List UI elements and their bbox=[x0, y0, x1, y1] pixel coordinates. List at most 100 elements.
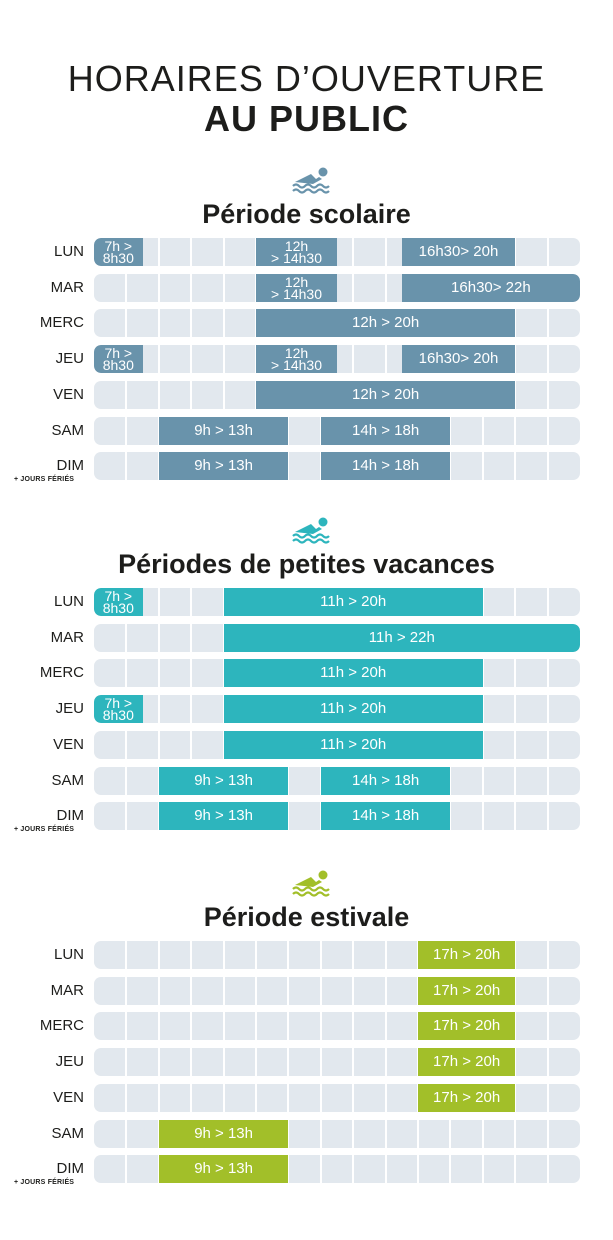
time-slot: 12h > 14h30 bbox=[256, 273, 337, 302]
schedule-row: VEN 11h > 20h bbox=[0, 730, 613, 759]
grid-divider bbox=[546, 802, 549, 831]
grid-divider bbox=[222, 1012, 225, 1041]
grid-divider bbox=[546, 1083, 549, 1112]
grid-divider bbox=[157, 238, 160, 266]
grid-divider bbox=[384, 1048, 387, 1077]
grid-divider bbox=[190, 941, 193, 969]
grid-divider bbox=[546, 309, 549, 338]
time-slot: 9h > 13h bbox=[158, 416, 289, 445]
grid-divider bbox=[546, 452, 549, 481]
grid-divider bbox=[319, 1119, 322, 1148]
grid-divider bbox=[384, 941, 387, 969]
time-slot: 12h > 20h bbox=[256, 380, 516, 409]
grid-divider bbox=[514, 730, 517, 759]
time-slot: 11h > 22h bbox=[223, 623, 580, 652]
grid-divider bbox=[546, 1012, 549, 1041]
hours-track: 9h > 13h 14h > 18h bbox=[94, 452, 580, 481]
grid-divider bbox=[319, 976, 322, 1005]
time-slot: 12h > 14h30 bbox=[256, 238, 337, 266]
grid-divider bbox=[222, 1048, 225, 1077]
swimmer-icon bbox=[289, 868, 335, 898]
grid-divider bbox=[514, 1012, 517, 1041]
grid-divider bbox=[514, 1119, 517, 1148]
grid-divider bbox=[255, 941, 257, 969]
grid-divider bbox=[190, 309, 193, 338]
time-slot: 11h > 20h bbox=[223, 659, 483, 688]
grid-divider bbox=[514, 416, 517, 445]
grid-divider bbox=[190, 1012, 193, 1041]
day-label: VEN bbox=[53, 735, 84, 753]
hours-track: 17h > 20h bbox=[94, 1048, 580, 1077]
grid-divider bbox=[190, 730, 193, 759]
grid-divider bbox=[514, 941, 517, 969]
grid-divider bbox=[287, 1119, 290, 1148]
grid-divider bbox=[449, 1119, 452, 1148]
grid-divider bbox=[546, 659, 549, 688]
grid-divider bbox=[287, 976, 290, 1005]
hours-track: 17h > 20h bbox=[94, 941, 580, 969]
grid-divider bbox=[514, 802, 517, 831]
section-heading: Périodes de petites vacances bbox=[0, 549, 613, 580]
schedule-row: JEU 7h > 8h30 12h > 14h30 16h30> 20h bbox=[0, 345, 613, 374]
hours-track: 7h > 8h30 12h > 14h30 16h30> 20h bbox=[94, 238, 580, 266]
holiday-note: + JOURS FÉRIÉS bbox=[14, 826, 75, 834]
time-slot: 12h > 14h30 bbox=[256, 345, 337, 374]
grid-divider bbox=[481, 452, 484, 481]
grid-divider bbox=[352, 345, 355, 374]
time-slot: 14h > 18h bbox=[320, 766, 451, 795]
grid-divider bbox=[514, 345, 517, 374]
swimmer-icon bbox=[289, 515, 335, 545]
day-label: DIM bbox=[56, 1160, 85, 1178]
section-heading: Période scolaire bbox=[0, 199, 613, 230]
grid-divider bbox=[157, 380, 160, 409]
page-title: HORAIRES D’OUVERTURE bbox=[67, 58, 546, 99]
grid-divider bbox=[287, 1155, 290, 1184]
grid-divider bbox=[319, 941, 322, 969]
grid-divider bbox=[481, 416, 484, 445]
schedule-row: SAM 9h > 13h 14h > 18h bbox=[0, 416, 613, 445]
time-slot: 16h30> 22h bbox=[401, 273, 580, 302]
grid-divider bbox=[157, 695, 160, 724]
grid-divider bbox=[190, 345, 193, 374]
grid-divider bbox=[481, 1155, 484, 1184]
time-slot: 7h > 8h30 bbox=[94, 345, 143, 374]
grid-divider bbox=[352, 1012, 355, 1041]
grid-divider bbox=[514, 976, 517, 1005]
time-slot: 9h > 13h bbox=[158, 1119, 289, 1148]
grid-divider bbox=[352, 976, 355, 1005]
grid-divider bbox=[222, 309, 225, 338]
grid-divider bbox=[190, 976, 193, 1005]
grid-divider bbox=[481, 766, 484, 795]
time-slot: 11h > 20h bbox=[223, 588, 483, 616]
grid-divider bbox=[287, 452, 290, 481]
grid-divider bbox=[125, 452, 128, 481]
section-heading-normal: Période bbox=[202, 199, 309, 229]
schedule-row: MAR 12h > 14h30 16h30> 22h bbox=[0, 273, 613, 302]
grid-divider bbox=[384, 1119, 387, 1148]
section-heading: Période estivale bbox=[0, 902, 613, 933]
grid-divider bbox=[255, 1083, 257, 1112]
time-slot: 9h > 13h bbox=[158, 766, 289, 795]
grid-divider bbox=[125, 1048, 128, 1077]
day-label: VEN bbox=[53, 1088, 84, 1106]
grid-divider bbox=[125, 1155, 128, 1184]
grid-divider bbox=[190, 695, 193, 724]
grid-divider bbox=[449, 802, 452, 831]
grid-divider bbox=[514, 766, 517, 795]
grid-divider bbox=[319, 1012, 322, 1041]
grid-divider bbox=[255, 976, 257, 1005]
swimmer-icon bbox=[289, 165, 335, 195]
time-slot: 14h > 18h bbox=[320, 452, 451, 481]
time-slot: 9h > 13h bbox=[158, 802, 289, 831]
schedule-row: MAR 11h > 22h bbox=[0, 623, 613, 652]
grid-divider bbox=[546, 695, 549, 724]
grid-divider bbox=[352, 273, 355, 302]
grid-divider bbox=[125, 659, 128, 688]
grid-divider bbox=[287, 1012, 290, 1041]
schedule-row: SAM 9h > 13h bbox=[0, 1119, 613, 1148]
grid-divider bbox=[287, 416, 290, 445]
grid-divider bbox=[157, 623, 160, 652]
grid-divider bbox=[125, 1012, 128, 1041]
schedule-row: MAR 17h > 20h bbox=[0, 976, 613, 1005]
hours-track: 7h > 8h30 11h > 20h bbox=[94, 588, 580, 616]
